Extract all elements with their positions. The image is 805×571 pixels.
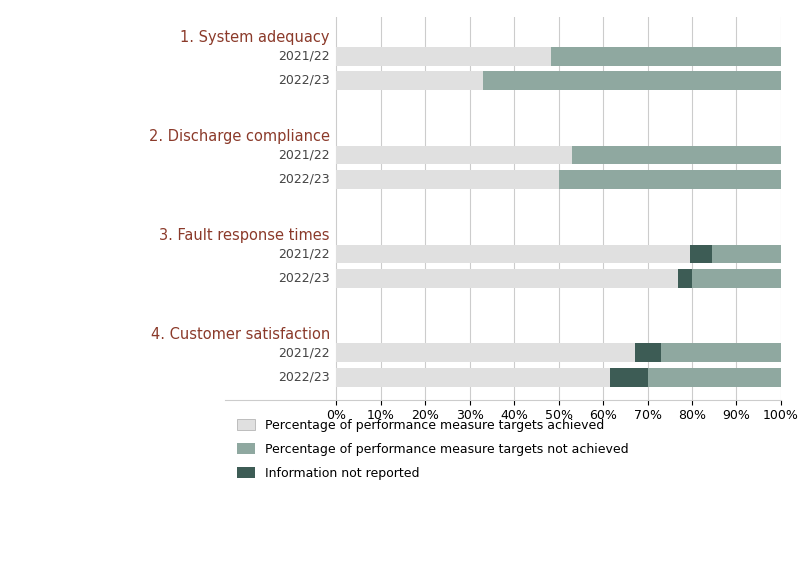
Bar [690, 244, 712, 263]
Bar [662, 343, 781, 362]
Text: 2022/23: 2022/23 [279, 173, 330, 186]
Bar [336, 244, 690, 263]
Bar [336, 343, 635, 362]
Text: 2021/22: 2021/22 [279, 148, 330, 162]
Text: 2021/22: 2021/22 [279, 347, 330, 359]
Bar [336, 146, 572, 164]
Text: 2021/22: 2021/22 [279, 50, 330, 63]
Bar [635, 343, 662, 362]
Text: 2022/23: 2022/23 [279, 272, 330, 285]
Bar [336, 71, 483, 90]
Bar [551, 47, 781, 66]
Text: 1. System adequacy: 1. System adequacy [180, 30, 330, 45]
Legend: Percentage of performance measure targets achieved, Percentage of performance me: Percentage of performance measure target… [232, 413, 634, 485]
Text: 2021/22: 2021/22 [279, 247, 330, 260]
Text: 3. Fault response times: 3. Fault response times [159, 228, 330, 243]
Bar [712, 244, 781, 263]
Bar [483, 71, 781, 90]
Bar [647, 368, 781, 387]
Text: 2. Discharge compliance: 2. Discharge compliance [149, 128, 330, 144]
Bar [572, 146, 781, 164]
Bar [336, 170, 559, 188]
Bar [336, 269, 679, 288]
Bar [692, 269, 781, 288]
Bar [336, 368, 609, 387]
Text: 2022/23: 2022/23 [279, 74, 330, 87]
Text: 2022/23: 2022/23 [279, 371, 330, 384]
Bar [679, 269, 692, 288]
Text: 4. Customer satisfaction: 4. Customer satisfaction [151, 327, 330, 341]
Bar [609, 368, 647, 387]
Bar [559, 170, 781, 188]
Bar [336, 47, 551, 66]
